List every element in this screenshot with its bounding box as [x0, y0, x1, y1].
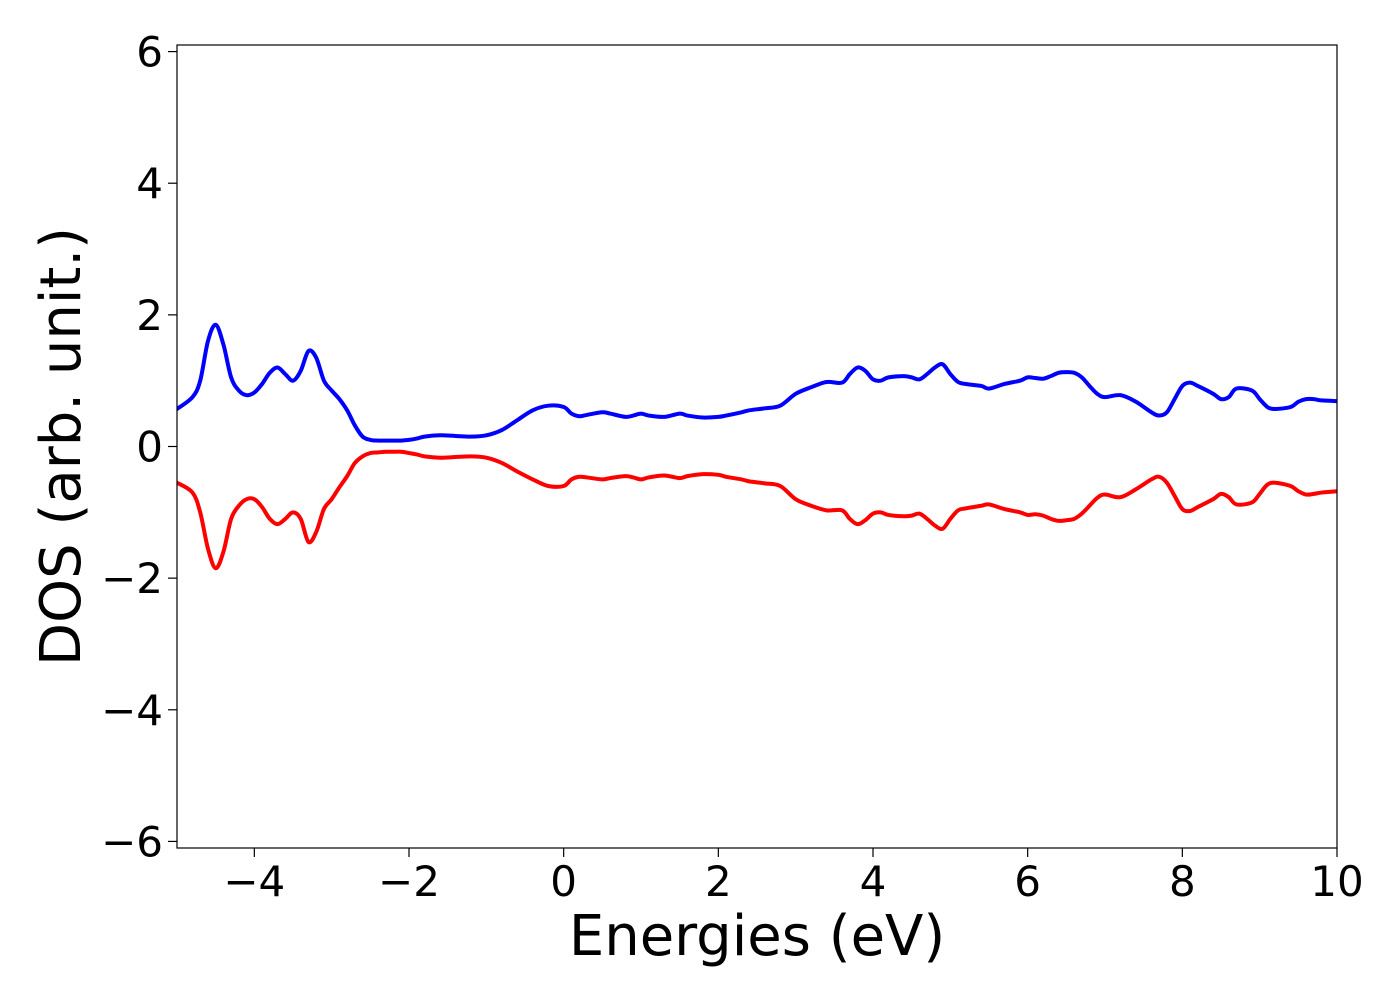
- y-tick-label: −2: [101, 554, 163, 603]
- y-tick-label: 4: [136, 159, 163, 208]
- x-tick-label: 4: [860, 857, 887, 906]
- y-axis-label: DOS (arb. unit.): [29, 227, 94, 666]
- x-tick-label: 2: [705, 857, 732, 906]
- x-tick-label: −2: [378, 857, 440, 906]
- y-tick-label: −4: [101, 686, 163, 735]
- x-tick-label: 8: [1169, 857, 1196, 906]
- series-line-positive: [177, 322, 1337, 443]
- x-tick-label: 6: [1014, 857, 1041, 906]
- y-tick-label: 6: [136, 28, 163, 77]
- y-axis-ticks: −6 −4 −2 0 2 4 6: [101, 28, 177, 866]
- y-tick-label: 0: [136, 423, 163, 472]
- x-axis-label: Energies (eV): [569, 904, 945, 969]
- plot-series-group: [177, 322, 1337, 571]
- x-tick-label: −4: [223, 857, 285, 906]
- x-tick-label: 10: [1310, 857, 1363, 906]
- series-line-negative: [177, 449, 1337, 571]
- y-tick-label: 2: [136, 291, 163, 340]
- y-tick-label: −6: [101, 817, 163, 866]
- x-tick-label: 0: [550, 857, 577, 906]
- x-axis-ticks: −4 −2 0 2 4 6 8 10: [223, 848, 1364, 906]
